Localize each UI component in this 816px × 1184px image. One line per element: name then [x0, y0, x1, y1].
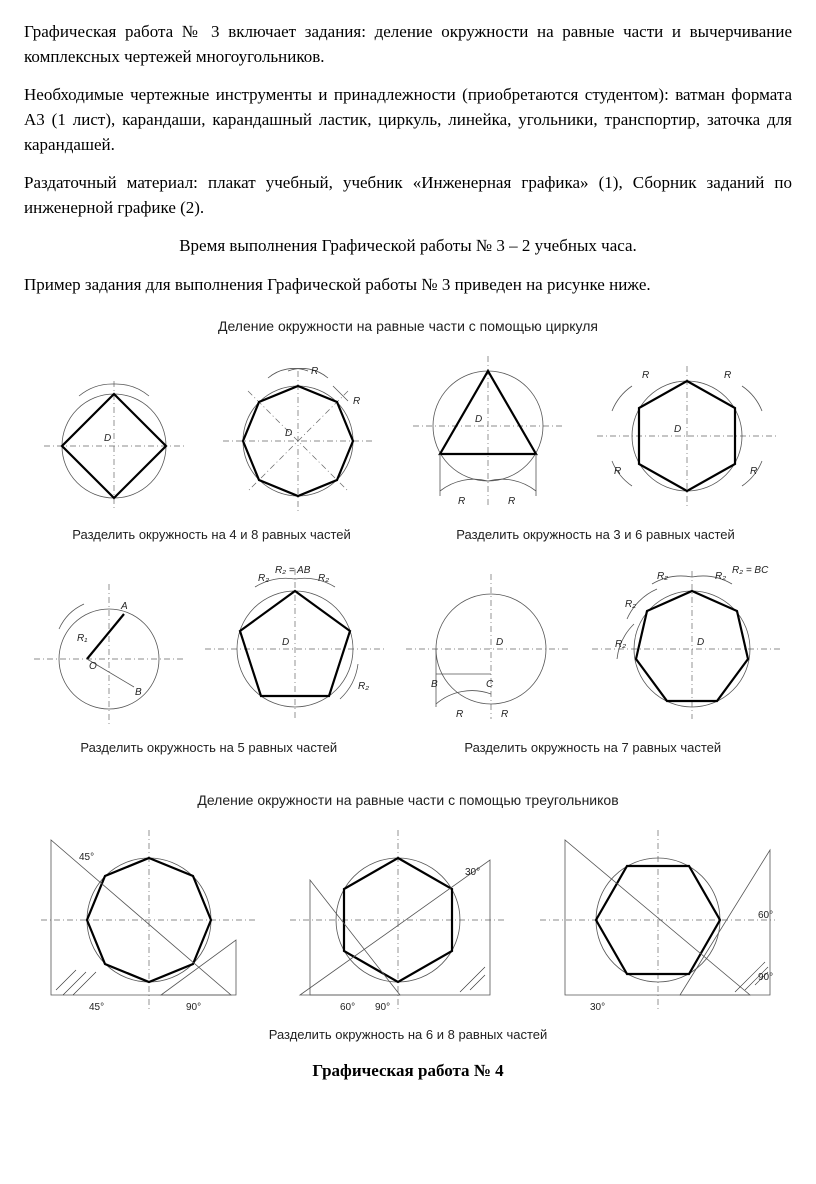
svg-text:R: R	[614, 466, 621, 477]
svg-text:R₂: R₂	[715, 571, 726, 582]
svg-text:D: D	[697, 637, 704, 648]
fig-tri-8: 45° 45° 90°	[31, 820, 266, 1020]
caption-7: Разделить окружность на 7 равных частей	[394, 739, 792, 758]
row-1: D R R D R	[24, 346, 792, 516]
diagram-title-triangles: Деление окружности на равные части с пом…	[24, 790, 792, 810]
fig-7helper: B C R R D	[401, 559, 576, 729]
paragraph-5: Пример задания для выполнения Графическо…	[24, 273, 792, 298]
svg-text:60°: 60°	[758, 910, 773, 921]
svg-text:R₂: R₂	[318, 573, 329, 584]
svg-text:30°: 30°	[465, 867, 480, 878]
caption-3-6: Разделить окружность на 3 и 6 равных час…	[399, 526, 792, 545]
svg-text:O: O	[89, 661, 97, 672]
svg-text:R: R	[642, 370, 649, 381]
svg-text:D: D	[285, 428, 292, 439]
svg-text:45°: 45°	[79, 852, 94, 863]
svg-text:R₂ = AB: R₂ = AB	[275, 565, 311, 576]
svg-text:45°: 45°	[89, 1002, 104, 1013]
svg-text:R₂: R₂	[258, 573, 269, 584]
svg-text:R₂: R₂	[358, 681, 369, 692]
svg-text:90°: 90°	[375, 1002, 390, 1013]
svg-text:R₁: R₁	[77, 633, 87, 644]
paragraph-2: Необходимые чертежные инструменты и прин…	[24, 83, 792, 157]
caption-4-8: Разделить окружность на 4 и 8 равных час…	[24, 526, 399, 545]
svg-text:A: A	[120, 601, 128, 612]
caption-6-8-tri: Разделить окружность на 6 и 8 равных час…	[24, 1026, 792, 1045]
row-3: 45° 45° 90° 30° 60° 90°	[24, 820, 792, 1020]
fig-5parts: R₂ R₂ R₂ D R₂ = AB	[200, 559, 390, 729]
svg-text:R: R	[508, 496, 515, 507]
svg-text:D: D	[104, 433, 111, 444]
diagram-title-compass: Деление окружности на равные части с пом…	[24, 316, 792, 336]
svg-text:R: R	[353, 396, 360, 407]
fig-7parts: R₂ R₂ R₂ R₂ D R₂ = BC	[587, 559, 787, 729]
svg-text:R: R	[750, 466, 757, 477]
svg-text:R₂: R₂	[615, 639, 626, 650]
fig-6parts: R R R R D	[592, 356, 782, 516]
svg-text:B: B	[431, 679, 438, 690]
svg-text:C: C	[486, 679, 494, 690]
svg-text:D: D	[674, 424, 681, 435]
paragraph-4: Время выполнения Графической работы № 3 …	[24, 234, 792, 259]
svg-text:D: D	[496, 637, 503, 648]
svg-text:30°: 30°	[590, 1002, 605, 1013]
svg-text:90°: 90°	[758, 972, 773, 983]
fig-5helper: A B R₁ O	[29, 569, 189, 729]
svg-text:R: R	[501, 709, 508, 720]
svg-text:90°: 90°	[186, 1002, 201, 1013]
svg-text:60°: 60°	[340, 1002, 355, 1013]
fig-8parts: R R D	[213, 356, 383, 516]
svg-text:R₂: R₂	[657, 571, 668, 582]
paragraph-1: Графическая работа № 3 включает задания:…	[24, 20, 792, 69]
diagram-area: Деление окружности на равные части с пом…	[24, 316, 792, 1045]
svg-text:D: D	[475, 414, 482, 425]
fig-3parts: R R D	[403, 346, 573, 516]
fig-4parts: D	[34, 366, 194, 516]
svg-text:R: R	[724, 370, 731, 381]
svg-text:B: B	[135, 687, 142, 698]
svg-text:R₂: R₂	[625, 599, 636, 610]
svg-text:R₂ = BC: R₂ = BC	[732, 565, 769, 576]
footer-title: Графическая работа № 4	[24, 1059, 792, 1084]
paragraph-3: Раздаточный материал: плакат учебный, уч…	[24, 171, 792, 220]
caption-5: Разделить окружность на 5 равных частей	[24, 739, 394, 758]
svg-text:R: R	[456, 709, 463, 720]
svg-text:R: R	[458, 496, 465, 507]
svg-text:R: R	[311, 366, 318, 377]
fig-tri-6: 30° 60° 90°	[280, 820, 515, 1020]
fig-tri-6b: 30° 60° 90°	[530, 820, 785, 1020]
svg-text:D: D	[282, 637, 289, 648]
row-2: A B R₁ O R₂ R₂ R₂ D R₂ = AB	[24, 559, 792, 729]
